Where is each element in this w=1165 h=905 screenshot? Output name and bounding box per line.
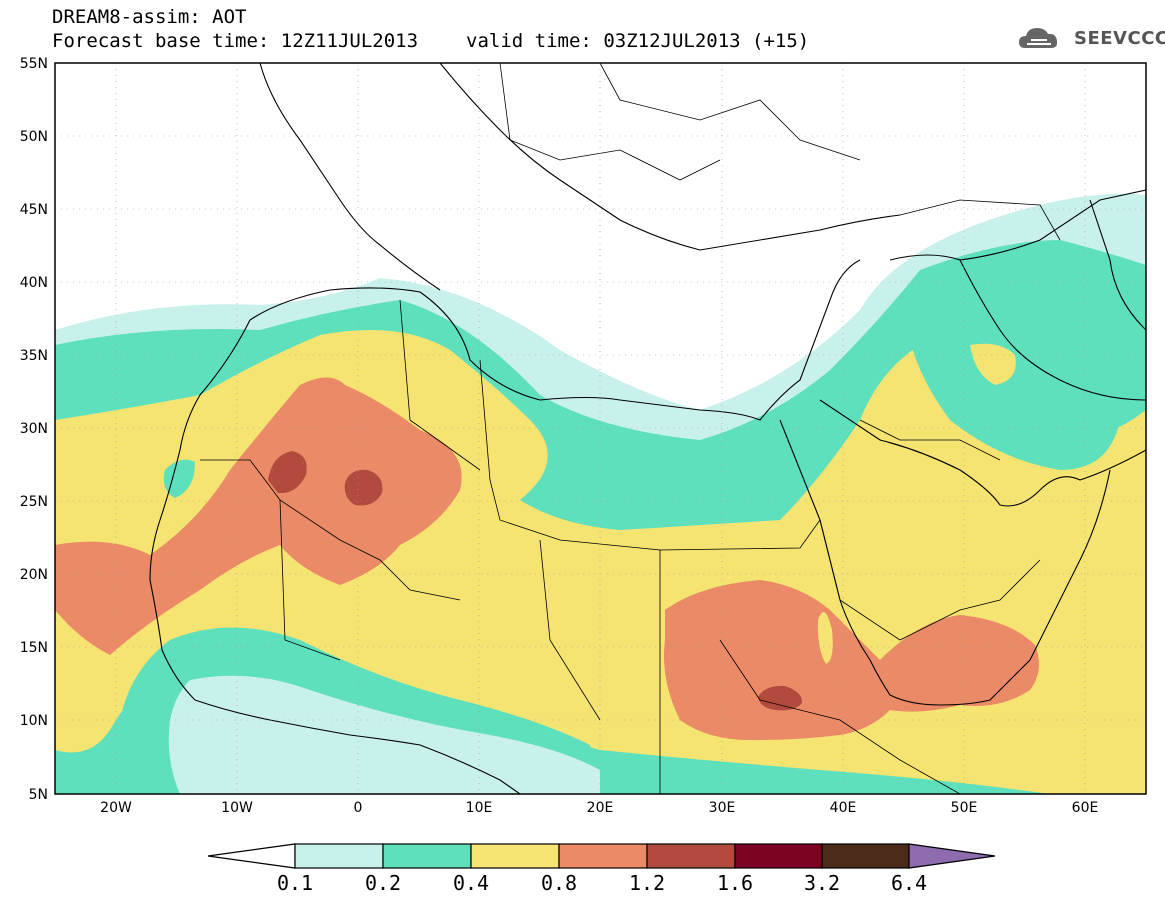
logo-text: SEEVCCC bbox=[1074, 28, 1165, 49]
aot-contour-0.8-east bbox=[664, 580, 1039, 741]
aot-contour-1.2-a bbox=[268, 451, 307, 494]
forecast-base-time: Forecast base time: 12Z11JUL2013 bbox=[52, 30, 419, 52]
forecast-time-line: Forecast base time: 12Z11JUL2013 valid ti… bbox=[52, 30, 809, 52]
lat-label: 40N bbox=[20, 275, 48, 291]
lon-label: 10E bbox=[466, 800, 493, 816]
map-title: DREAM8-assim: AOT bbox=[52, 6, 247, 28]
lat-label: 5N bbox=[29, 787, 48, 803]
seevccc-logo bbox=[1019, 28, 1058, 48]
lat-label: 10N bbox=[20, 713, 48, 729]
lat-label: 25N bbox=[20, 494, 48, 510]
lon-label: 20E bbox=[587, 800, 614, 816]
aot-field bbox=[55, 63, 1146, 794]
lon-label: 20W bbox=[100, 800, 132, 816]
map-frame bbox=[54, 62, 1147, 795]
lat-label: 55N bbox=[20, 56, 48, 72]
aot-contour-1.2-b bbox=[344, 469, 383, 506]
longitude-labels: 20W 10W 0 10E 20E 30E 40E 50E 60E bbox=[100, 800, 1098, 816]
aot-clear-ethiopia bbox=[817, 612, 833, 664]
lat-label: 45N bbox=[20, 202, 48, 218]
valid-time: valid time: 03Z12JUL2013 (+15) bbox=[466, 30, 810, 52]
aot-contour-0.1-south bbox=[168, 675, 600, 794]
lon-label: 40E bbox=[830, 800, 857, 816]
country-borders bbox=[200, 63, 1061, 794]
aot-contour-0.8-west bbox=[55, 377, 462, 655]
lat-label: 35N bbox=[20, 348, 48, 364]
lat-label: 15N bbox=[20, 640, 48, 656]
lat-label: 50N bbox=[20, 129, 48, 145]
aot-contour-0.4-iran bbox=[970, 343, 1016, 385]
lon-label: 50E bbox=[951, 800, 978, 816]
lon-label: 30E bbox=[709, 800, 736, 816]
latitude-labels: 55N 50N 45N 40N 35N 30N 25N 20N 15N 10N … bbox=[20, 56, 48, 803]
lon-label: 60E bbox=[1072, 800, 1099, 816]
lon-label: 0 bbox=[354, 800, 363, 816]
lat-label: 20N bbox=[20, 567, 48, 583]
aot-contour-0.2-canary bbox=[163, 459, 195, 498]
lon-label: 10W bbox=[221, 800, 253, 816]
cloud-icon bbox=[1019, 28, 1058, 48]
lat-label: 30N bbox=[20, 421, 48, 437]
aot-contour-1.2-c bbox=[758, 685, 803, 711]
